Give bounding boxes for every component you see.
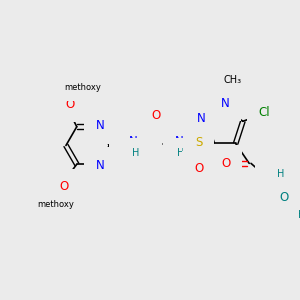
Text: H: H xyxy=(122,148,129,159)
Text: H: H xyxy=(177,148,184,158)
Text: N: N xyxy=(129,135,138,148)
Text: N: N xyxy=(197,112,206,125)
Text: O: O xyxy=(59,180,69,193)
Text: O: O xyxy=(194,110,203,123)
Text: methoxy: methoxy xyxy=(38,200,74,209)
Text: N: N xyxy=(121,137,130,150)
Text: O: O xyxy=(280,191,289,204)
Text: N: N xyxy=(174,135,183,148)
Text: O: O xyxy=(221,157,230,170)
Text: O: O xyxy=(139,139,148,152)
Text: methoxy: methoxy xyxy=(64,83,101,92)
Text: N: N xyxy=(96,159,105,172)
Text: Cl: Cl xyxy=(259,106,270,119)
Text: O: O xyxy=(65,98,74,111)
Text: H: H xyxy=(298,210,300,220)
Text: O: O xyxy=(152,109,161,122)
Text: N: N xyxy=(96,119,105,132)
Text: O: O xyxy=(194,163,203,176)
Text: S: S xyxy=(195,136,202,149)
Text: CH₃: CH₃ xyxy=(224,76,242,85)
Text: H: H xyxy=(277,169,284,179)
Text: N: N xyxy=(266,168,275,181)
Text: H: H xyxy=(132,148,139,158)
Text: N: N xyxy=(220,97,229,110)
